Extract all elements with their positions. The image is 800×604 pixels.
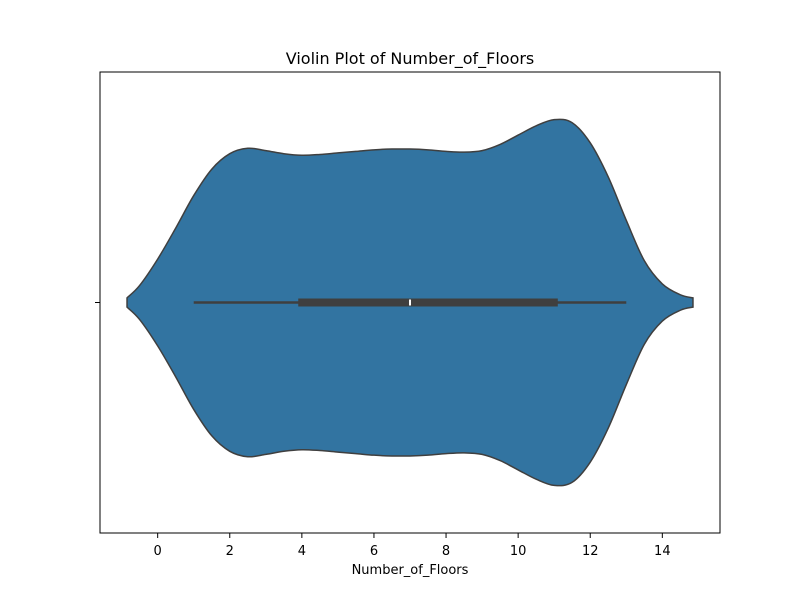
plot-area	[126, 118, 694, 487]
x-tick-label: 6	[370, 544, 378, 559]
x-tick-label: 12	[582, 544, 599, 559]
x-axis-label: Number_of_Floors	[352, 563, 469, 578]
iqr-box	[298, 298, 558, 307]
x-tick-label: 8	[442, 544, 450, 559]
x-tick-label: 0	[154, 544, 162, 559]
x-axis-ticks: 0 2 4 6 8 10 12 14	[154, 533, 671, 559]
x-tick-label: 2	[226, 544, 234, 559]
chart-title: Violin Plot of Number_of_Floors	[286, 49, 535, 69]
x-tick-label: 14	[654, 544, 671, 559]
x-tick-label: 10	[510, 544, 527, 559]
x-tick-label: 4	[298, 544, 306, 559]
